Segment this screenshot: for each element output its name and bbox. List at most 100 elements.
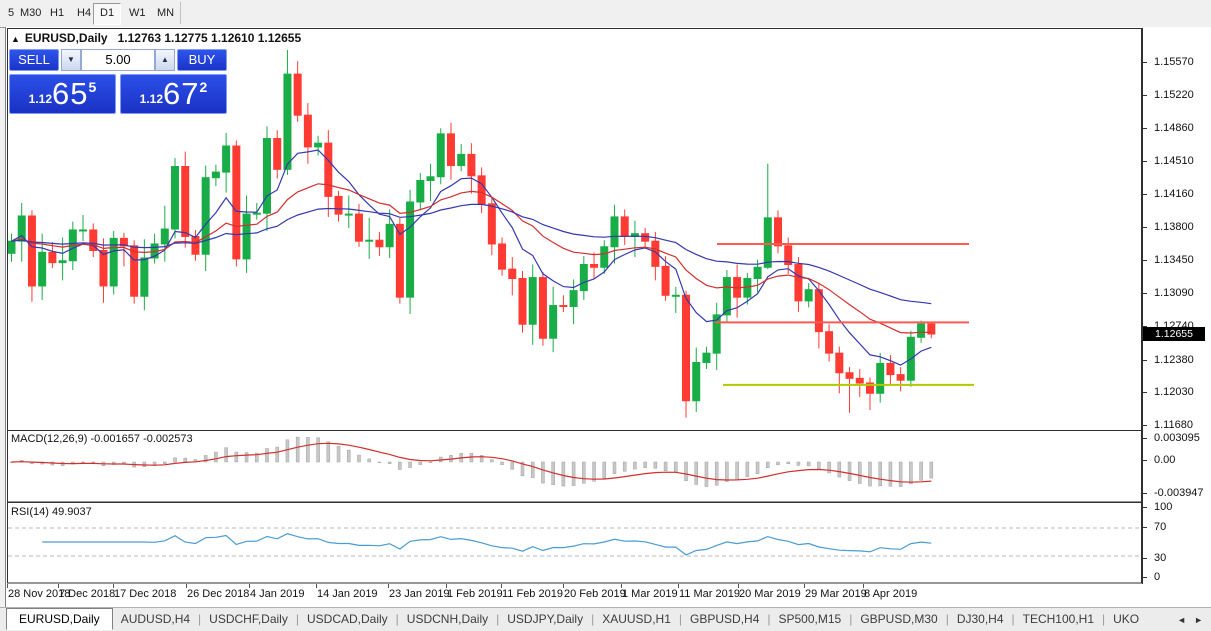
price-axis-label: 1.11680 <box>1154 418 1193 431</box>
price-axis-label: 1.14160 <box>1154 187 1194 200</box>
timeframe-button-5[interactable]: 5 <box>8 7 15 19</box>
axis-tick <box>1143 259 1147 261</box>
symbol-tab-uko[interactable]: UKO <box>1113 612 1140 626</box>
price-axis-label: 1.15220 <box>1154 88 1194 101</box>
axis-tick <box>1143 558 1147 559</box>
tab-scroll-arrows: ◄ ► <box>1173 608 1207 631</box>
date-axis-tick <box>563 584 564 588</box>
date-axis-label: 26 Dec 2018 <box>187 588 250 600</box>
volume-decrease-button[interactable]: ▼ <box>61 49 81 71</box>
axis-tick <box>1143 193 1147 195</box>
price-axis-label: 1.14510 <box>1154 154 1194 167</box>
axis-tick <box>1143 160 1147 162</box>
macd-axis-label: -0.003947 <box>1154 487 1204 499</box>
date-axis-tick <box>621 584 622 588</box>
bid-quote-button[interactable]: 1.12 65 5 <box>9 74 116 114</box>
tab-separator: | <box>678 612 683 626</box>
date-axis-label: 20 Feb 2019 <box>564 588 626 600</box>
date-axis-tick <box>186 584 187 588</box>
tab-separator: | <box>591 612 595 626</box>
tab-separator: | <box>849 612 853 626</box>
date-axis-label: 7 Dec 2018 <box>59 588 116 600</box>
symbol-tab-sp500-m15[interactable]: SP500,M15 <box>778 612 842 626</box>
date-axis-label: 1 Feb 2019 <box>447 588 503 600</box>
bid-prefix: 1.12 <box>28 92 53 106</box>
chart-ohlc-values: 1.12763 1.12775 1.12610 1.12655 <box>117 31 302 45</box>
symbol-tab-usdjpy-daily[interactable]: USDJPY,Daily <box>507 612 584 626</box>
volume-input[interactable]: 5.00 <box>81 49 155 71</box>
axis-tick <box>1143 94 1147 96</box>
spin-up-icon: ▲ <box>161 55 169 64</box>
date-axis-tick <box>58 584 59 588</box>
symbol-tab-usdchf-daily[interactable]: USDCHF,Daily <box>209 612 288 626</box>
collapse-panel-icon[interactable]: ▲ <box>11 34 20 44</box>
last-price-tag: 1.12655 <box>1143 327 1205 341</box>
price-axis-label: 1.12030 <box>1154 386 1194 399</box>
axis-tick <box>1143 527 1147 528</box>
timeframe-button-d1[interactable]: D1 <box>93 3 122 25</box>
axis-tick <box>1143 128 1147 130</box>
axis-tick <box>1143 507 1147 508</box>
tab-separator: | <box>395 612 399 626</box>
date-axis-label: 4 Jan 2019 <box>250 588 305 600</box>
symbol-tab-usdcad-daily[interactable]: USDCAD,Daily <box>306 612 388 626</box>
sell-button[interactable]: SELL <box>9 49 59 71</box>
timeframe-button-h1[interactable]: H1 <box>50 7 65 19</box>
toolbar-separator <box>180 2 181 24</box>
axis-tick <box>1143 460 1147 461</box>
time-axis[interactable]: 28 Nov 2018 7 Dec 2018 17 Dec 2018 26 Dec 2… <box>7 584 1141 606</box>
symbol-tab-tech100-h1[interactable]: TECH100,H1 <box>1022 612 1095 626</box>
tab-scroll-left-icon[interactable]: ◄ <box>1177 615 1187 625</box>
date-axis-tick <box>446 584 447 588</box>
bid-pipette: 5 <box>88 79 97 95</box>
axis-tick <box>1143 227 1147 229</box>
symbol-tab-gbpusd-m30[interactable]: GBPUSD,M30 <box>860 612 938 626</box>
date-axis-tick <box>863 584 864 588</box>
symbol-tab-dj30-h4[interactable]: DJ30,H4 <box>956 612 1004 626</box>
price-chart[interactable] <box>7 28 1142 584</box>
axis-tick <box>1143 293 1147 295</box>
tab-separator: | <box>496 612 500 626</box>
timeframe-button-h4[interactable]: H4 <box>77 7 92 19</box>
price-axis-label: 1.15570 <box>1154 56 1194 68</box>
tab-separator: | <box>198 612 202 626</box>
timeframe-button-w1[interactable]: W1 <box>129 7 146 19</box>
date-axis-tick <box>501 584 502 588</box>
tab-separator: | <box>945 612 949 626</box>
date-axis-label: 23 Jan 2019 <box>389 588 450 600</box>
tab-scroll-right-icon[interactable]: ► <box>1194 615 1203 625</box>
symbol-tab-gbpusd-h4[interactable]: GBPUSD,H4 <box>690 612 760 626</box>
chart-symbol-period: EURUSD,Daily <box>24 31 108 45</box>
symbol-tab-xauusd-h1[interactable]: XAUUSD,H1 <box>602 612 671 626</box>
price-axis-label: 1.13450 <box>1154 253 1194 266</box>
date-axis-tick <box>316 584 317 588</box>
macd-axis-label: 0.00 <box>1154 454 1176 466</box>
date-axis-label: 8 Apr 2019 <box>864 588 918 600</box>
timeframe-button-m30[interactable]: M30 <box>20 7 42 19</box>
rsi-axis-label: 0 <box>1154 571 1161 583</box>
date-axis-tick <box>249 584 250 588</box>
axis-tick <box>1143 424 1147 426</box>
timeframe-button-mn[interactable]: MN <box>157 7 175 19</box>
chart-window: ▲ EURUSD,Daily 1.12763 1.12775 1.12610 1.1… <box>5 27 1211 608</box>
axis-tick <box>1143 326 1147 328</box>
one-click-trading-panel: SELL ▼ 5.00 ▲ BUY 1.12 65 5 1.12 67 2 <box>9 49 227 114</box>
ask-prefix: 1.12 <box>139 92 164 106</box>
bid-big-digits: 65 <box>52 76 89 111</box>
symbol-tab-usdcnh-daily[interactable]: USDCNH,Daily <box>406 612 489 626</box>
ask-quote-button[interactable]: 1.12 67 2 <box>120 74 227 114</box>
date-axis-tick <box>388 584 389 588</box>
symbol-tab-eurusd-daily[interactable]: EURUSD,Daily <box>6 608 113 630</box>
price-axis-label: 1.12380 <box>1154 353 1194 366</box>
tab-separator: | <box>767 612 771 626</box>
volume-increase-button[interactable]: ▲ <box>155 49 175 71</box>
buy-button[interactable]: BUY <box>177 49 227 71</box>
date-axis-label: 14 Jan 2019 <box>317 588 378 600</box>
symbol-tab-audusd-h4[interactable]: AUDUSD,H4 <box>120 612 191 626</box>
price-axis[interactable]: 1.15570 1.15220 1.14860 1.14510 1.14160 1.138… <box>1142 28 1211 584</box>
macd-label: MACD(12,26,9) -0.001657 -0.002573 <box>11 433 193 445</box>
date-axis-label: 11 Mar 2019 <box>679 588 740 600</box>
chart-title: ▲ EURUSD,Daily 1.12763 1.12775 1.12610 1.1… <box>11 31 301 45</box>
macd-axis-label: 0.003095 <box>1154 432 1200 444</box>
